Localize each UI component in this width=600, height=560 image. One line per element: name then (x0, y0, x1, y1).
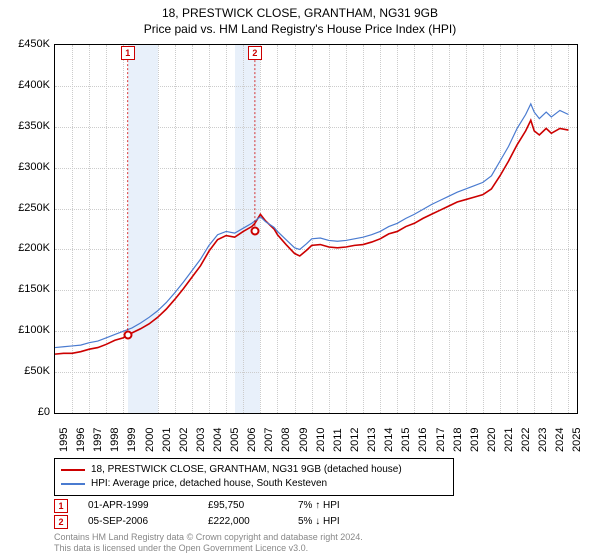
footnote-line: Contains HM Land Registry data © Crown c… (54, 532, 363, 543)
sale-date: 05-SEP-2006 (88, 514, 188, 530)
chart-legend: 18, PRESTWICK CLOSE, GRANTHAM, NG31 9GB … (54, 458, 454, 496)
y-tick-label: £400K (4, 79, 50, 91)
y-tick-label: £0 (4, 406, 50, 418)
sale-delta: 5% ↓ HPI (298, 514, 378, 530)
line-chart-svg (55, 45, 577, 413)
y-tick-label: £250K (4, 202, 50, 214)
sale-delta: 7% ↑ HPI (298, 498, 378, 514)
sale-marker-icon: 2 (54, 515, 68, 529)
chart-container: 18, PRESTWICK CLOSE, GRANTHAM, NG31 9GB … (0, 0, 600, 560)
sale-date: 01-APR-1999 (88, 498, 188, 514)
sale-marker-icon: 1 (54, 499, 68, 513)
y-tick-label: £300K (4, 161, 50, 173)
y-tick-label: £50K (4, 365, 50, 377)
legend-row-property: 18, PRESTWICK CLOSE, GRANTHAM, NG31 9GB … (61, 463, 447, 477)
legend-swatch (61, 483, 85, 485)
y-tick-label: £200K (4, 242, 50, 254)
sale-marker-dot (123, 330, 132, 339)
sales-table: 1 01-APR-1999 £95,750 7% ↑ HPI 2 05-SEP-… (54, 498, 378, 530)
sale-price: £222,000 (208, 514, 278, 530)
sale-marker-box: 1 (121, 46, 135, 60)
y-tick-label: £450K (4, 38, 50, 50)
chart-title-sub: Price paid vs. HM Land Registry's House … (0, 20, 600, 36)
series-line-property (55, 120, 568, 354)
sale-price: £95,750 (208, 498, 278, 514)
legend-swatch (61, 469, 85, 471)
legend-label: 18, PRESTWICK CLOSE, GRANTHAM, NG31 9GB … (91, 463, 402, 477)
plot-area: 12 (54, 44, 578, 414)
y-tick-label: £150K (4, 283, 50, 295)
legend-label: HPI: Average price, detached house, Sout… (91, 477, 327, 491)
chart-title-address: 18, PRESTWICK CLOSE, GRANTHAM, NG31 9GB (0, 0, 600, 20)
legend-row-hpi: HPI: Average price, detached house, Sout… (61, 477, 447, 491)
sales-row: 2 05-SEP-2006 £222,000 5% ↓ HPI (54, 514, 378, 530)
y-tick-label: £100K (4, 324, 50, 336)
y-tick-label: £350K (4, 120, 50, 132)
footnote: Contains HM Land Registry data © Crown c… (54, 532, 363, 554)
footnote-line: This data is licensed under the Open Gov… (54, 543, 363, 554)
series-line-hpi (55, 104, 568, 348)
sales-row: 1 01-APR-1999 £95,750 7% ↑ HPI (54, 498, 378, 514)
sale-marker-box: 2 (248, 46, 262, 60)
sale-marker-dot (250, 227, 259, 236)
